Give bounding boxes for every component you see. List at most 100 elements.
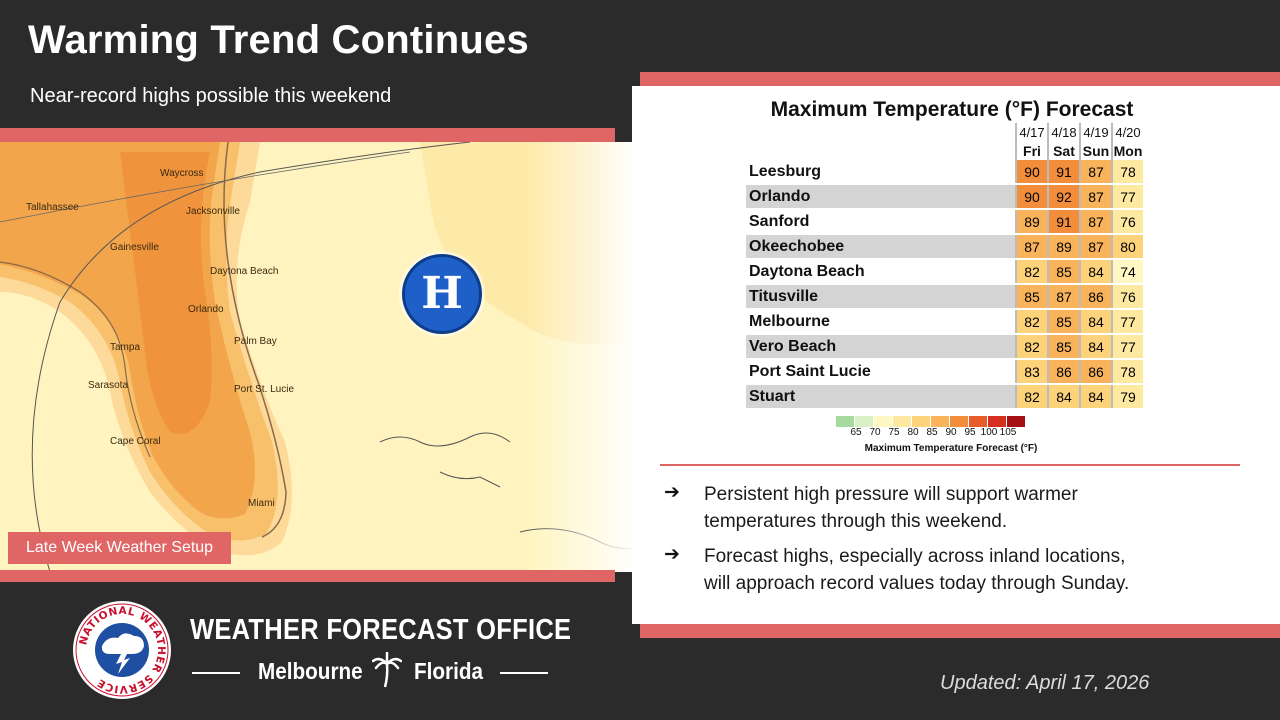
legend-bar [836, 414, 1026, 427]
legend-swatch [1007, 416, 1026, 427]
temperature-cell: 74 [1111, 259, 1143, 285]
table-row: Leesburg 90 91 87 78 [746, 160, 1143, 185]
map-city-label: Daytona Beach [210, 266, 279, 277]
map-city-label: Gainesville [110, 242, 159, 253]
city-name: Melbourne [746, 309, 1016, 335]
legend-tick-label: 65 [850, 427, 862, 438]
accent-band-footer [0, 570, 615, 582]
map-city-label: Waycross [160, 168, 204, 179]
office-title: WEATHER FORECAST OFFICE [190, 614, 572, 646]
accent-band-left [0, 128, 615, 142]
temperature-cell: 86 [1079, 284, 1112, 310]
section-divider [660, 464, 1240, 466]
table-row: Port Saint Lucie 83 86 86 78 [746, 359, 1143, 385]
nws-logo: NATIONAL WEATHER SERVICE [72, 600, 172, 705]
city-name: Leesburg [746, 160, 1016, 185]
legend-swatch [969, 416, 988, 427]
updated-timestamp: Updated: April 17, 2026 [940, 672, 1150, 694]
temperature-cell: 80 [1111, 234, 1143, 260]
legend-tick-label: 80 [907, 427, 919, 438]
date-header: 4/19 [1079, 123, 1112, 141]
temperature-cell: 84 [1079, 309, 1112, 335]
temperature-cell: 84 [1079, 259, 1112, 285]
page-subtitle: Near-record highs possible this weekend [30, 85, 392, 107]
map-city-label: Sarasota [88, 380, 129, 391]
table-row: Melbourne 82 85 84 77 [746, 309, 1143, 335]
legend-tick-label: 70 [869, 427, 881, 438]
legend-swatch [988, 416, 1007, 427]
day-header: Mon [1111, 141, 1143, 160]
temperature-cell: 86 [1079, 359, 1112, 385]
legend-tick-label: 105 [999, 427, 1017, 438]
temperature-cell: 77 [1111, 334, 1143, 360]
city-name: Vero Beach [746, 334, 1016, 360]
page-title: Warming Trend Continues [28, 18, 529, 62]
city-name: Daytona Beach [746, 259, 1016, 285]
accent-band-right-top [640, 72, 1280, 86]
temperature-cell: 92 [1047, 184, 1080, 210]
high-pressure-marker: H [402, 254, 482, 334]
map-city-label: Cape Coral [110, 436, 161, 447]
table-title: Maximum Temperature (°F) Forecast [770, 98, 1134, 121]
temperature-cell: 87 [1079, 209, 1112, 235]
table-row: Daytona Beach 82 85 84 74 [746, 259, 1143, 285]
temperature-cell: 82 [1015, 384, 1048, 410]
temperature-cell: 91 [1047, 160, 1080, 185]
footer-rule-left [192, 672, 240, 674]
forecast-panel: Maximum Temperature (°F) Forecast 4/17 4… [632, 86, 1280, 624]
table-row: Vero Beach 82 85 84 77 [746, 334, 1143, 360]
legend-tick-label: 95 [964, 427, 976, 438]
legend-swatch [874, 416, 893, 427]
temperature-cell: 79 [1111, 384, 1143, 410]
office-state: Florida [414, 658, 484, 684]
temperature-cell: 83 [1015, 359, 1048, 385]
temperature-cell: 90 [1015, 160, 1048, 185]
table-row: Titusville 85 87 86 76 [746, 284, 1143, 310]
footer-rule-right [500, 672, 548, 674]
temperature-cell: 87 [1015, 234, 1048, 260]
map-city-label: Orlando [188, 304, 224, 315]
color-legend: 65 70 75 80 85 90 95 100 105 Maximum Temperature… [836, 414, 1037, 454]
bullet-line: temperatures through this weekend. [704, 511, 1008, 532]
temperature-cell: 87 [1047, 284, 1080, 310]
table-row: Okeechobee 87 89 87 80 [746, 234, 1143, 260]
map-city-label: Jacksonville [186, 206, 240, 217]
date-header: 4/18 [1047, 123, 1080, 141]
map-city-label: Tampa [110, 342, 141, 353]
temperature-cell: 76 [1111, 209, 1143, 235]
arrow-right-icon: ➔ [664, 481, 680, 503]
legend-swatch [855, 416, 874, 427]
table-row: Stuart 82 84 84 79 [746, 384, 1143, 410]
legend-swatch [931, 416, 950, 427]
temperature-cell: 90 [1015, 184, 1048, 210]
map-caption: Late Week Weather Setup [8, 532, 232, 564]
legend-ticks: 65 70 75 80 85 90 95 100 105 [836, 427, 1066, 439]
legend-swatch [950, 416, 969, 427]
temperature-table: 4/17 4/18 4/19 4/20 Fri Sat Sun Mon Lees… [746, 123, 1143, 410]
bullet-line: Persistent high pressure will support wa… [704, 484, 1078, 505]
legend-swatch [836, 416, 855, 427]
table-row: Orlando 90 92 87 77 [746, 184, 1143, 210]
bullet-line: will approach record values today throug… [704, 573, 1130, 594]
city-name: Port Saint Lucie [746, 359, 1016, 385]
temperature-cell: 85 [1047, 334, 1080, 360]
day-header: Fri [1015, 141, 1048, 160]
legend-title: Maximum Temperature Forecast (°F) [864, 443, 1038, 454]
temperature-cell: 86 [1047, 359, 1080, 385]
city-name: Orlando [746, 184, 1016, 210]
table-row: Sanford 89 91 87 76 [746, 209, 1143, 235]
accent-band-right-bottom [640, 624, 1280, 638]
temperature-cell: 78 [1111, 359, 1143, 385]
temperature-cell: 85 [1047, 259, 1080, 285]
city-name: Titusville [746, 284, 1016, 310]
table-body: Leesburg 90 91 87 78 Orlando 90 92 87 77 Sanford 89… [746, 160, 1143, 410]
legend-tick-label: 75 [888, 427, 900, 438]
temperature-cell: 84 [1079, 334, 1112, 360]
temperature-cell: 76 [1111, 284, 1143, 310]
temperature-cell: 78 [1111, 160, 1143, 185]
city-name: Sanford [746, 209, 1016, 235]
legend-tick-label: 90 [945, 427, 957, 438]
map-city-label: Port St. Lucie [234, 384, 295, 395]
weather-map [0, 142, 640, 572]
temperature-cell: 82 [1015, 334, 1048, 360]
